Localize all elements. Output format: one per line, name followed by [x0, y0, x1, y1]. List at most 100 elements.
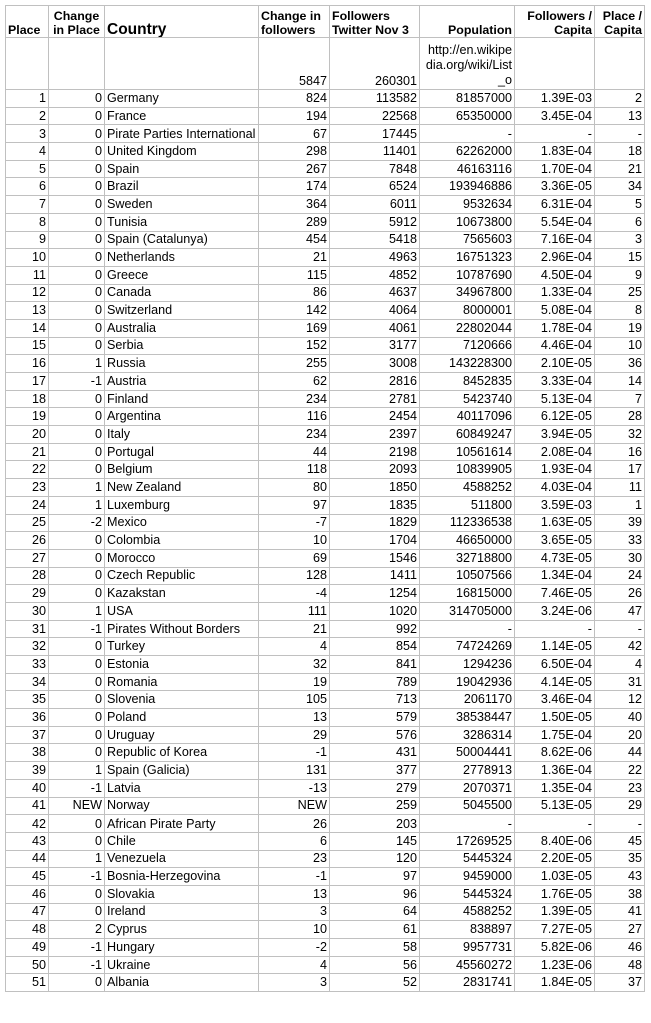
- cell-place-per-capita[interactable]: 6: [594, 212, 645, 232]
- cell-change-in-place[interactable]: 0: [48, 637, 105, 656]
- cell-country[interactable]: Republic of Korea: [104, 743, 259, 763]
- cell-followers-per-capita[interactable]: 1.34E-04: [514, 566, 595, 586]
- cell-change-in-place[interactable]: -1: [48, 619, 105, 639]
- cell-place-per-capita[interactable]: 2: [594, 89, 645, 108]
- cell-followers[interactable]: 1020: [329, 601, 420, 621]
- cell-followers-per-capita[interactable]: 6.12E-05: [514, 407, 595, 427]
- cell-country[interactable]: Norway: [104, 796, 259, 816]
- cell-population[interactable]: 10673800: [419, 212, 515, 232]
- cell-followers-per-capita[interactable]: 3.59E-03: [514, 495, 595, 515]
- cell-change-in-place[interactable]: 2: [48, 920, 105, 939]
- cell-change-in-place[interactable]: 0: [48, 672, 105, 692]
- cell-place[interactable]: 22: [5, 460, 49, 480]
- cell-country[interactable]: United Kingdom: [104, 142, 259, 161]
- cell-followers[interactable]: 61: [329, 920, 420, 939]
- cell-followers[interactable]: 11401: [329, 142, 420, 161]
- cell-followers[interactable]: 854: [329, 637, 420, 656]
- cell-country[interactable]: Spain: [104, 159, 259, 179]
- cell-change-in-followers[interactable]: -2: [258, 938, 330, 957]
- cell-place[interactable]: 44: [5, 849, 49, 869]
- cell-population[interactable]: 50004441: [419, 743, 515, 763]
- cell-change-in-place[interactable]: 0: [48, 566, 105, 586]
- cell-followers-per-capita[interactable]: 5.82E-06: [514, 938, 595, 957]
- cell-population[interactable]: -: [419, 124, 515, 144]
- cell-population[interactable]: 19042936: [419, 672, 515, 692]
- cell-change-in-place[interactable]: 0: [48, 318, 105, 338]
- cell-country[interactable]: Czech Republic: [104, 566, 259, 586]
- cell-country[interactable]: Uruguay: [104, 725, 259, 745]
- cell-change-in-place[interactable]: 0: [48, 230, 105, 250]
- cell-change-in-place[interactable]: 1: [48, 849, 105, 869]
- cell-population[interactable]: 45560272: [419, 955, 515, 975]
- cell-followers[interactable]: 2454: [329, 407, 420, 427]
- cell-change-in-followers[interactable]: 142: [258, 301, 330, 320]
- cell-population[interactable]: 10839905: [419, 460, 515, 480]
- cell-followers-per-capita[interactable]: 3.65E-05: [514, 531, 595, 550]
- cell-change-in-place[interactable]: -1: [48, 867, 105, 886]
- cell-population[interactable]: 10507566: [419, 566, 515, 586]
- cell-followers[interactable]: 96: [329, 884, 420, 904]
- cell-change-in-followers[interactable]: 111: [258, 601, 330, 621]
- cell-place[interactable]: 51: [5, 973, 49, 993]
- cell-followers[interactable]: 22568: [329, 106, 420, 126]
- cell-population[interactable]: 74724269: [419, 637, 515, 656]
- population-source-url[interactable]: http://en.wikipedia.org/wiki/List_o: [419, 37, 515, 90]
- cell-population[interactable]: 9957731: [419, 938, 515, 957]
- cell-change-in-followers[interactable]: -1: [258, 743, 330, 763]
- cell-place[interactable]: 12: [5, 283, 49, 303]
- cell-country[interactable]: Italy: [104, 425, 259, 444]
- header-followers[interactable]: Followers Twitter Nov 3: [329, 5, 420, 38]
- header-place[interactable]: Place: [5, 5, 49, 38]
- cell-country[interactable]: Spain (Galicia): [104, 761, 259, 780]
- cell-followers[interactable]: 259: [329, 796, 420, 816]
- cell-change-in-place[interactable]: 0: [48, 814, 105, 833]
- cell-change-in-place[interactable]: -1: [48, 372, 105, 391]
- cell-population[interactable]: 62262000: [419, 142, 515, 161]
- cell-place-per-capita[interactable]: 32: [594, 425, 645, 444]
- cell-change-in-place[interactable]: 1: [48, 354, 105, 373]
- cell-change-in-place[interactable]: 0: [48, 283, 105, 303]
- cell-followers[interactable]: 4852: [329, 265, 420, 285]
- cell-country[interactable]: Venezuela: [104, 849, 259, 869]
- cell-change-in-followers[interactable]: 3: [258, 902, 330, 922]
- cell-place-per-capita[interactable]: -: [594, 619, 645, 639]
- cell-followers-per-capita[interactable]: 2.08E-04: [514, 442, 595, 462]
- cell-place[interactable]: 1: [5, 89, 49, 108]
- cell-change-in-place[interactable]: 0: [48, 159, 105, 179]
- cell-place-per-capita[interactable]: 9: [594, 265, 645, 285]
- cell-country[interactable]: Sweden: [104, 195, 259, 214]
- cell-place-per-capita[interactable]: 16: [594, 442, 645, 462]
- cell-followers-per-capita[interactable]: 3.33E-04: [514, 372, 595, 391]
- cell-place-per-capita[interactable]: 36: [594, 354, 645, 373]
- cell-followers[interactable]: 1850: [329, 478, 420, 497]
- cell-followers-per-capita[interactable]: 5.13E-05: [514, 796, 595, 816]
- cell-followers-per-capita[interactable]: 5.13E-04: [514, 389, 595, 409]
- cell-followers-per-capita[interactable]: 7.16E-04: [514, 230, 595, 250]
- cell-place[interactable]: 46: [5, 884, 49, 904]
- cell-place[interactable]: 18: [5, 389, 49, 409]
- cell-population[interactable]: 5445324: [419, 849, 515, 869]
- cell-place[interactable]: 36: [5, 708, 49, 727]
- cell-place[interactable]: 24: [5, 495, 49, 515]
- cell-place[interactable]: 41: [5, 796, 49, 816]
- cell-followers-per-capita[interactable]: 3.45E-04: [514, 106, 595, 126]
- cell-place-per-capita[interactable]: 47: [594, 601, 645, 621]
- cell-change-in-followers[interactable]: 6: [258, 831, 330, 851]
- cell-population[interactable]: 9459000: [419, 867, 515, 886]
- cell-change-in-place[interactable]: -2: [48, 513, 105, 533]
- cell-change-in-followers[interactable]: 234: [258, 425, 330, 444]
- cell-change-in-followers[interactable]: 118: [258, 460, 330, 480]
- cell-change-in-place[interactable]: 0: [48, 973, 105, 993]
- cell-change-in-place[interactable]: 0: [48, 531, 105, 550]
- cell-place-per-capita[interactable]: -: [594, 124, 645, 144]
- cell-place[interactable]: 32: [5, 637, 49, 656]
- cell-place-per-capita[interactable]: 20: [594, 725, 645, 745]
- cell-place-per-capita[interactable]: 25: [594, 283, 645, 303]
- cell-change-in-place[interactable]: 0: [48, 195, 105, 214]
- cell-place-per-capita[interactable]: 23: [594, 778, 645, 798]
- cell-followers-per-capita[interactable]: 3.46E-04: [514, 690, 595, 710]
- cell-change-in-followers[interactable]: 128: [258, 566, 330, 586]
- cell-country[interactable]: Australia: [104, 318, 259, 338]
- cell-population[interactable]: 60849247: [419, 425, 515, 444]
- cell-country[interactable]: Morocco: [104, 548, 259, 568]
